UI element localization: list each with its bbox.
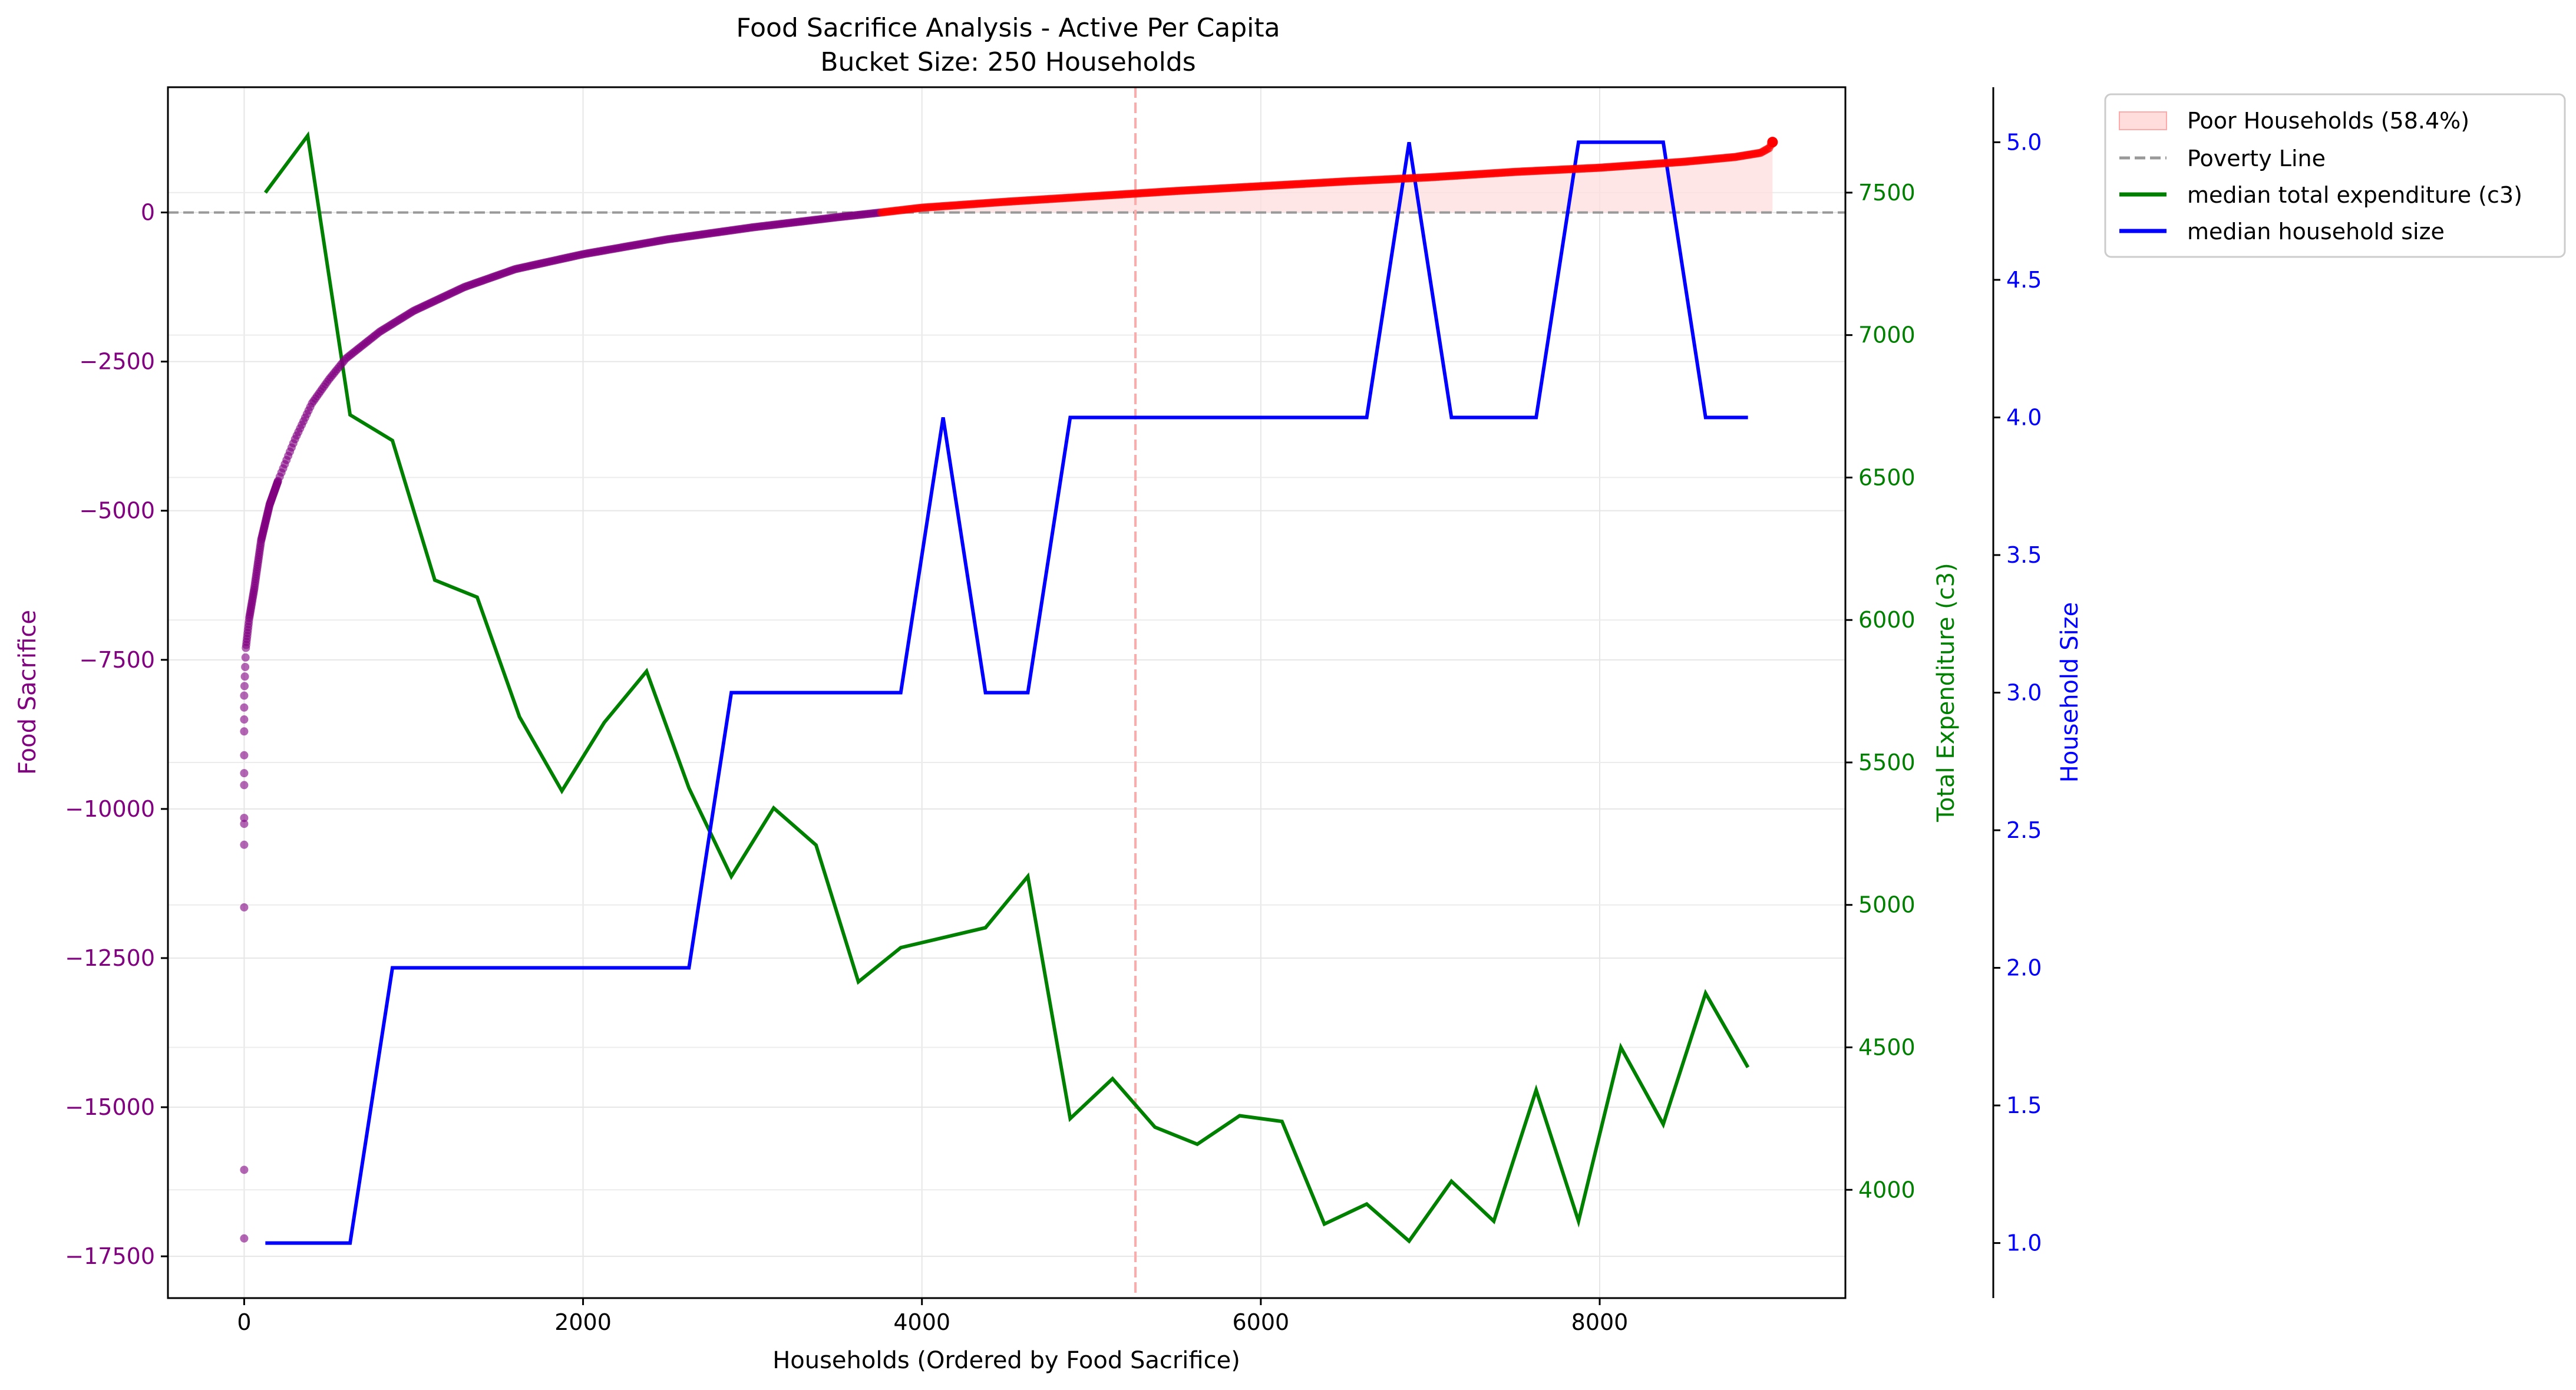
household-size-axis-ticks: 1.0 1.5 2.0 2.5 3.0 3.5 4.0 4.5 5.0 (1993, 129, 2042, 1256)
right2-tick-label-4: 3.0 (2006, 680, 2042, 706)
legend-label-median-household-size: median household size (2187, 219, 2445, 245)
legend-label-poverty-line: Poverty Line (2187, 146, 2326, 171)
series-median-household-size (265, 140, 1748, 1245)
right2-tick-label-7: 4.5 (2006, 267, 2042, 293)
total-expenditure-axis-label: Total Expenditure (c3) (1933, 563, 1960, 823)
scatter-point-isolated-11 (240, 703, 249, 712)
x-axis-label: Households (Ordered by Food Sacrifice) (772, 1347, 1240, 1374)
left-tick-label-4: −10000 (65, 796, 155, 822)
x-tick-label-2: 4000 (893, 1309, 950, 1335)
series-median-total-expenditure (263, 131, 1750, 1244)
line-median-household-size (265, 140, 1748, 1245)
legend-swatch-poor-households (2119, 111, 2167, 130)
legend-item-poverty-line: Poverty Line (2119, 146, 2326, 171)
left-tick-label-6: −15000 (65, 1094, 155, 1120)
x-tick-label-3: 6000 (1233, 1309, 1290, 1335)
food-sacrifice-axis-label: Food Sacrifice (14, 610, 41, 775)
right1-tick-label-0: 4000 (1858, 1177, 1916, 1203)
scatter-point-isolated-4 (240, 820, 249, 828)
right2-tick-label-6: 4.0 (2006, 404, 2042, 430)
scatter-point-isolated-8 (240, 751, 249, 760)
scatter-point-isolated-2 (240, 903, 249, 912)
left-tick-label-1: −2500 (79, 349, 155, 375)
legend-label-median-total-expenditure: median total expenditure (c3) (2187, 182, 2522, 208)
poor-households-area (881, 142, 1773, 213)
chart-title: Food Sacrifice Analysis - Active Per Cap… (736, 13, 1280, 43)
right2-tick-label-8: 5.0 (2006, 129, 2042, 155)
scatter-point-isolated-0 (240, 1234, 249, 1243)
household-size-axis-label: Household Size (2056, 602, 2083, 783)
right1-tick-label-2: 5000 (1858, 892, 1916, 918)
scatter-point-isolated-5 (240, 814, 249, 823)
line-median-total-expenditure-c3- (263, 131, 1750, 1244)
scatter-point-2 (240, 672, 249, 681)
scatter-point-isolated-7 (240, 769, 249, 778)
right2-tick-label-5: 3.5 (2006, 542, 2042, 568)
right2-tick-label-3: 2.5 (2006, 817, 2042, 843)
poor-households-fill (881, 142, 1773, 213)
legend-item-median-household-size: median household size (2119, 219, 2445, 245)
right1-tick-label-5: 6500 (1858, 464, 1916, 490)
scatter-point-3 (241, 662, 250, 671)
right1-tick-label-3: 5500 (1858, 750, 1916, 775)
left-tick-label-5: −12500 (65, 945, 155, 971)
reference-lines (168, 87, 1845, 1298)
right2-tick-label-1: 1.5 (2006, 1092, 2042, 1118)
total-expenditure-axis-ticks: 4000 4500 5000 5500 6000 6500 7000 7500 (1845, 180, 1916, 1203)
left-tick-label-0: 0 (141, 200, 155, 226)
plot-frame (167, 86, 1847, 1299)
grid (168, 87, 1845, 1298)
x-axis-ticks: 0 2000 4000 6000 8000 (237, 1298, 1628, 1335)
right2-tick-label-2: 2.0 (2006, 955, 2042, 981)
scatter-point-isolated-10 (240, 715, 249, 724)
right2-tick-label-0: 1.0 (2006, 1230, 2042, 1256)
scatter-point-1 (240, 682, 249, 691)
food-sacrifice-axis-ticks: 0 −2500 −5000 −7500 −10000 −12500 −15000 −17500 (65, 200, 168, 1269)
legend-item-poor-households: Poor Households (58.4%) (2119, 108, 2469, 134)
legend: Poor Households (58.4%) Poverty Line med… (2104, 93, 2566, 258)
left-tick-label-2: −5000 (79, 498, 155, 524)
right1-tick-label-4: 6000 (1858, 607, 1916, 633)
x-tick-label-4: 8000 (1571, 1309, 1629, 1335)
legend-item-median-total-expenditure: median total expenditure (c3) (2119, 182, 2522, 208)
scatter-point-0 (240, 691, 249, 700)
left-tick-label-3: −7500 (79, 647, 155, 673)
scatter-point-isolated-6 (240, 781, 249, 790)
scatter-point-4 (241, 653, 250, 662)
scatter-point-end (1767, 137, 1778, 148)
right1-tick-label-7: 7500 (1858, 180, 1916, 206)
right1-tick-label-6: 7000 (1858, 322, 1916, 348)
left-tick-label-7: −17500 (65, 1243, 155, 1269)
right1-tick-label-1: 4500 (1858, 1034, 1916, 1060)
x-tick-label-1: 2000 (554, 1309, 612, 1335)
legend-frame (2104, 93, 2566, 258)
scatter-point-isolated-3 (240, 840, 249, 849)
scatter-food-sacrifice (240, 137, 1778, 1243)
x-tick-label-0: 0 (237, 1309, 251, 1335)
scatter-point-isolated-1 (240, 1166, 249, 1174)
legend-label-poor-households: Poor Households (58.4%) (2187, 108, 2469, 134)
chart-subtitle: Bucket Size: 250 Households (820, 47, 1195, 77)
scatter-point-isolated-9 (240, 727, 249, 736)
